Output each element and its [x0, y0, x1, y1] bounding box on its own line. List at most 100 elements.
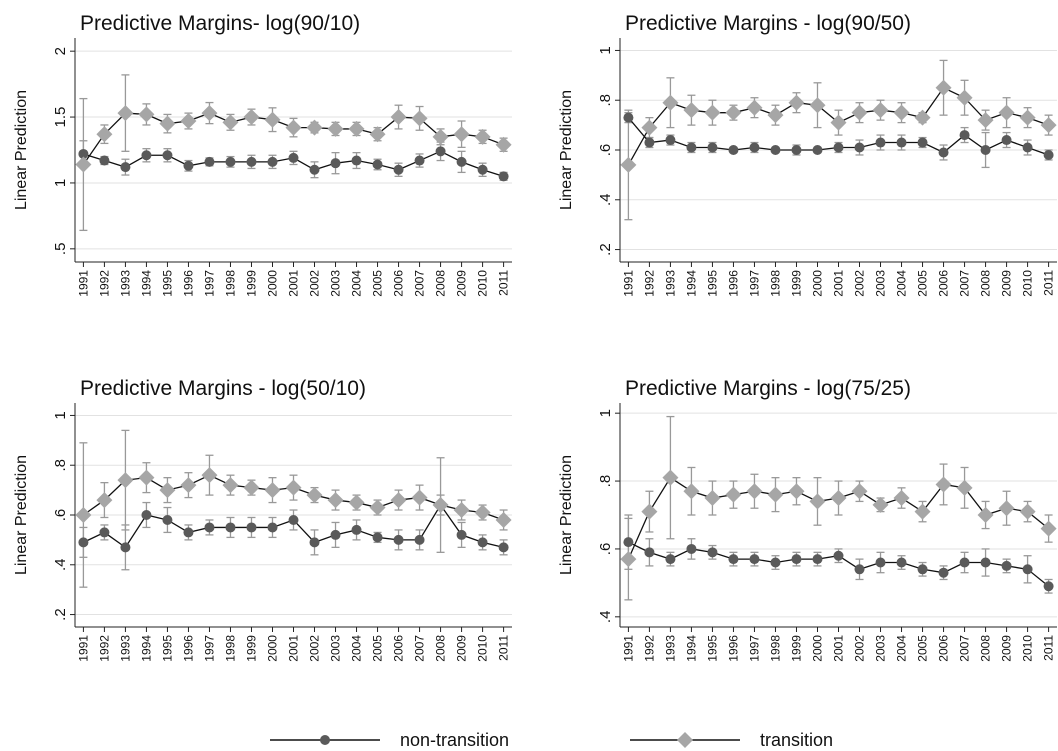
- marker: [980, 557, 991, 568]
- marker: [330, 158, 341, 169]
- y-tick-label: 1.5: [52, 107, 69, 128]
- x-tick-label: 1992: [642, 270, 656, 297]
- marker: [686, 142, 697, 153]
- marker: [788, 483, 805, 500]
- marker: [977, 112, 994, 129]
- y-tick-label: .6: [597, 543, 614, 556]
- marker: [162, 514, 173, 525]
- x-tick-label: 1994: [684, 635, 698, 662]
- marker: [411, 489, 428, 506]
- x-tick-label: 2008: [979, 635, 993, 662]
- marker: [641, 119, 658, 136]
- y-tick-label: .6: [597, 144, 614, 157]
- marker: [306, 119, 323, 136]
- marker: [96, 126, 113, 143]
- x-tick-label: 1993: [118, 270, 132, 297]
- marker: [707, 142, 718, 153]
- marker: [746, 99, 763, 116]
- y-tick-label: .4: [597, 194, 614, 207]
- marker: [351, 155, 362, 166]
- marker: [306, 487, 323, 504]
- x-tick-label: 2007: [413, 270, 427, 297]
- y-tick-label: 1: [52, 179, 69, 187]
- marker: [159, 482, 176, 499]
- marker: [201, 467, 218, 484]
- marker: [1022, 564, 1033, 575]
- x-tick-label: 2005: [371, 635, 385, 662]
- marker: [180, 477, 197, 494]
- marker: [938, 147, 949, 158]
- x-tick-label: 2000: [810, 270, 824, 297]
- marker: [369, 499, 386, 516]
- y-tick-label: .2: [597, 243, 614, 256]
- marker: [456, 156, 467, 167]
- marker: [351, 524, 362, 535]
- marker: [120, 542, 131, 553]
- marker: [872, 496, 889, 513]
- y-tick-label: .5: [52, 243, 69, 256]
- x-tick-label: 2004: [895, 270, 909, 297]
- marker: [201, 105, 218, 122]
- marker: [285, 479, 302, 496]
- x-tick-label: 1997: [747, 635, 761, 662]
- marker: [935, 79, 952, 96]
- marker: [327, 492, 344, 509]
- x-tick-label: 1995: [705, 635, 719, 662]
- x-tick-label: 2000: [265, 270, 279, 297]
- chart-title: Predictive Margins - log(50/10): [80, 377, 366, 400]
- marker: [770, 145, 781, 155]
- marker: [1040, 520, 1057, 537]
- marker: [183, 160, 194, 171]
- marker: [390, 492, 407, 509]
- marker: [623, 112, 634, 123]
- marker: [141, 510, 152, 520]
- marker: [372, 532, 383, 543]
- x-tick-label: 1996: [181, 270, 195, 297]
- x-tick-label: 2008: [434, 635, 448, 662]
- x-tick-label: 1994: [139, 270, 153, 297]
- marker: [495, 511, 512, 528]
- marker: [683, 102, 700, 119]
- marker: [327, 120, 344, 137]
- x-tick-label: 1994: [139, 635, 153, 662]
- marker: [120, 162, 131, 173]
- x-tick-label: 1992: [97, 635, 111, 662]
- marker: [830, 490, 847, 507]
- marker: [917, 564, 928, 575]
- x-tick-label: 1993: [663, 270, 677, 297]
- marker: [1040, 117, 1057, 134]
- marker: [141, 150, 152, 161]
- x-tick-label: 2003: [329, 270, 343, 297]
- x-tick-label: 1996: [181, 635, 195, 662]
- x-tick-label: 2011: [497, 270, 511, 296]
- y-axis-label: Linear Prediction: [558, 90, 575, 210]
- marker: [243, 479, 260, 496]
- x-tick-label: 1997: [747, 270, 761, 297]
- marker: [309, 164, 320, 175]
- x-tick-label: 1998: [768, 635, 782, 662]
- marker: [914, 503, 931, 520]
- marker: [728, 554, 739, 565]
- marker: [372, 159, 383, 170]
- marker: [830, 114, 847, 131]
- x-tick-label: 1998: [768, 270, 782, 297]
- legend-marker: [320, 735, 330, 745]
- x-tick-label: 1992: [642, 635, 656, 662]
- marker: [704, 104, 721, 121]
- x-tick-label: 1995: [705, 270, 719, 297]
- marker: [78, 148, 89, 159]
- marker: [791, 554, 802, 565]
- x-tick-label: 2010: [476, 270, 490, 297]
- chart-title: Predictive Margins - log(75/25): [625, 377, 911, 400]
- marker: [285, 119, 302, 136]
- marker: [893, 490, 910, 507]
- marker: [348, 120, 365, 137]
- x-tick-label: 1991: [76, 635, 90, 662]
- marker: [665, 554, 676, 565]
- x-tick-label: 2007: [958, 270, 972, 297]
- marker: [138, 469, 155, 486]
- x-tick-label: 2011: [1042, 270, 1056, 296]
- marker: [390, 109, 407, 126]
- y-axis-label: Linear Prediction: [13, 455, 30, 575]
